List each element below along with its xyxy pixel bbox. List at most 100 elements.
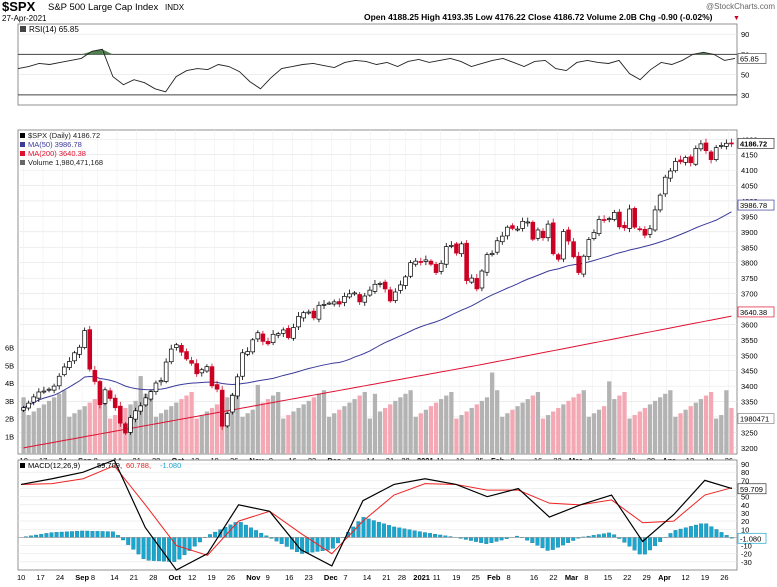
- candle-body: [280, 329, 286, 334]
- volume-tick-label: 1B: [5, 432, 14, 441]
- macd-histogram-bar: [85, 530, 90, 538]
- candle-body: [398, 284, 403, 291]
- macd-x-tick-label: 12: [681, 573, 689, 582]
- quote-date: 27-Apr-2021: [2, 14, 47, 23]
- candle-body: [138, 405, 143, 412]
- macd-histogram-bar: [658, 537, 663, 542]
- volume-bar: [352, 399, 357, 454]
- ma200-line: [23, 315, 732, 449]
- volume-bar: [688, 406, 693, 454]
- down-arrow-icon: ▼: [733, 15, 740, 22]
- volume-bar: [617, 395, 622, 454]
- candle-body: [194, 363, 199, 375]
- macd-x-tick-label: 2021: [413, 573, 430, 582]
- volume-bar: [321, 390, 327, 454]
- volume-bar: [77, 409, 82, 454]
- macd-histogram-bar: [39, 534, 44, 538]
- candle-body: [123, 423, 128, 434]
- macd-histogram-bar: [648, 537, 652, 551]
- macd-tick-label: 70: [741, 476, 749, 485]
- volume-bar: [433, 402, 439, 454]
- volume-bar: [596, 409, 602, 454]
- candle-body: [331, 301, 337, 305]
- volume-bar: [444, 395, 449, 454]
- macd-x-tick-label: 10: [17, 573, 25, 582]
- candle-body: [107, 390, 113, 399]
- macd-x-tick-label: Apr: [658, 573, 671, 582]
- rsi-line: [17, 48, 736, 93]
- candle-body: [464, 242, 469, 281]
- macd-x-tick-label: 14: [363, 573, 371, 582]
- candle-body: [240, 352, 245, 377]
- volume-bar: [306, 400, 311, 454]
- price-tick-label: 3750: [741, 274, 758, 283]
- macd-histogram-bar: [141, 537, 146, 559]
- macd-histogram-bar: [274, 537, 279, 542]
- candle-body: [449, 245, 454, 247]
- macd-histogram-bar: [371, 520, 376, 538]
- candle-body: [245, 351, 250, 355]
- candle-body: [41, 390, 47, 393]
- macd-x-tick-label: 16: [285, 573, 293, 582]
- legend-entry: $SPX (Daily) 4186.72: [28, 131, 100, 140]
- macd-histogram-bar: [438, 534, 443, 538]
- watermark: @StockCharts.com: [706, 2, 775, 11]
- macd-tick-label: 90: [741, 460, 749, 469]
- rsi-legend-swatch: [20, 26, 26, 32]
- macd-histogram-bar: [182, 537, 187, 556]
- volume-bar: [663, 393, 668, 454]
- volume-bar: [703, 395, 709, 454]
- macd-histogram-bar: [238, 522, 243, 538]
- macd-histogram-bar: [525, 537, 530, 541]
- macd-histogram-bar: [387, 525, 392, 538]
- volume-bar: [189, 392, 194, 454]
- macd-x-tick-label: 8: [584, 573, 588, 582]
- candle-body: [525, 221, 531, 224]
- candle-body: [393, 291, 398, 301]
- ma50-box: 3986.78: [740, 201, 767, 210]
- volume-bar: [260, 402, 266, 454]
- candle-body: [382, 281, 388, 290]
- macd-tick-label: -30: [741, 558, 752, 567]
- candle-body: [678, 159, 683, 163]
- macd-histogram-bar: [433, 533, 438, 538]
- candle-body: [443, 246, 449, 265]
- macd-histogram-bar: [596, 534, 601, 538]
- macd-x-tick-label: 16: [530, 573, 538, 582]
- candle-body: [46, 388, 52, 391]
- legend-entry: MA(50) 3986.78: [28, 140, 82, 149]
- volume-bar: [113, 415, 118, 454]
- volume-bar: [82, 406, 87, 454]
- price-tick-label: 3500: [741, 351, 758, 360]
- rsi-value-box: [737, 53, 767, 64]
- macd-x-tick-label: 19: [452, 573, 460, 582]
- volume-bar: [423, 409, 429, 454]
- macd-x-tick-label: 21: [382, 573, 390, 582]
- candle-body: [657, 194, 663, 211]
- macd-histogram-bar: [366, 518, 371, 538]
- macd-tick-label: -20: [741, 550, 752, 559]
- volume-bar: [525, 399, 530, 454]
- signal-value-label: 60.788,: [126, 461, 151, 470]
- macd-histogram-bar: [34, 534, 39, 538]
- candle-body: [265, 341, 271, 345]
- macd-histogram-bar: [325, 537, 330, 551]
- ma50-box-frame: [737, 199, 775, 211]
- volume-bar: [601, 406, 607, 454]
- candle-body: [224, 413, 230, 427]
- volume-bar: [714, 418, 719, 454]
- macd-tick-label: 20: [741, 517, 749, 526]
- rsi-tick-label: 90: [741, 30, 749, 39]
- macd-value-box-label: 59.709: [740, 485, 763, 494]
- candle-body: [652, 209, 658, 231]
- volume-bar: [230, 393, 235, 454]
- volume-bar: [148, 390, 154, 454]
- volume-bar: [153, 416, 159, 454]
- candle-body: [179, 345, 184, 353]
- volume-bar: [581, 390, 586, 454]
- volume-bar: [586, 416, 591, 454]
- macd-histogram-bar: [279, 537, 284, 544]
- volume-tick-label: 4B: [5, 379, 14, 388]
- hist-value-box: [737, 532, 767, 544]
- macd-histogram-bar: [131, 537, 136, 550]
